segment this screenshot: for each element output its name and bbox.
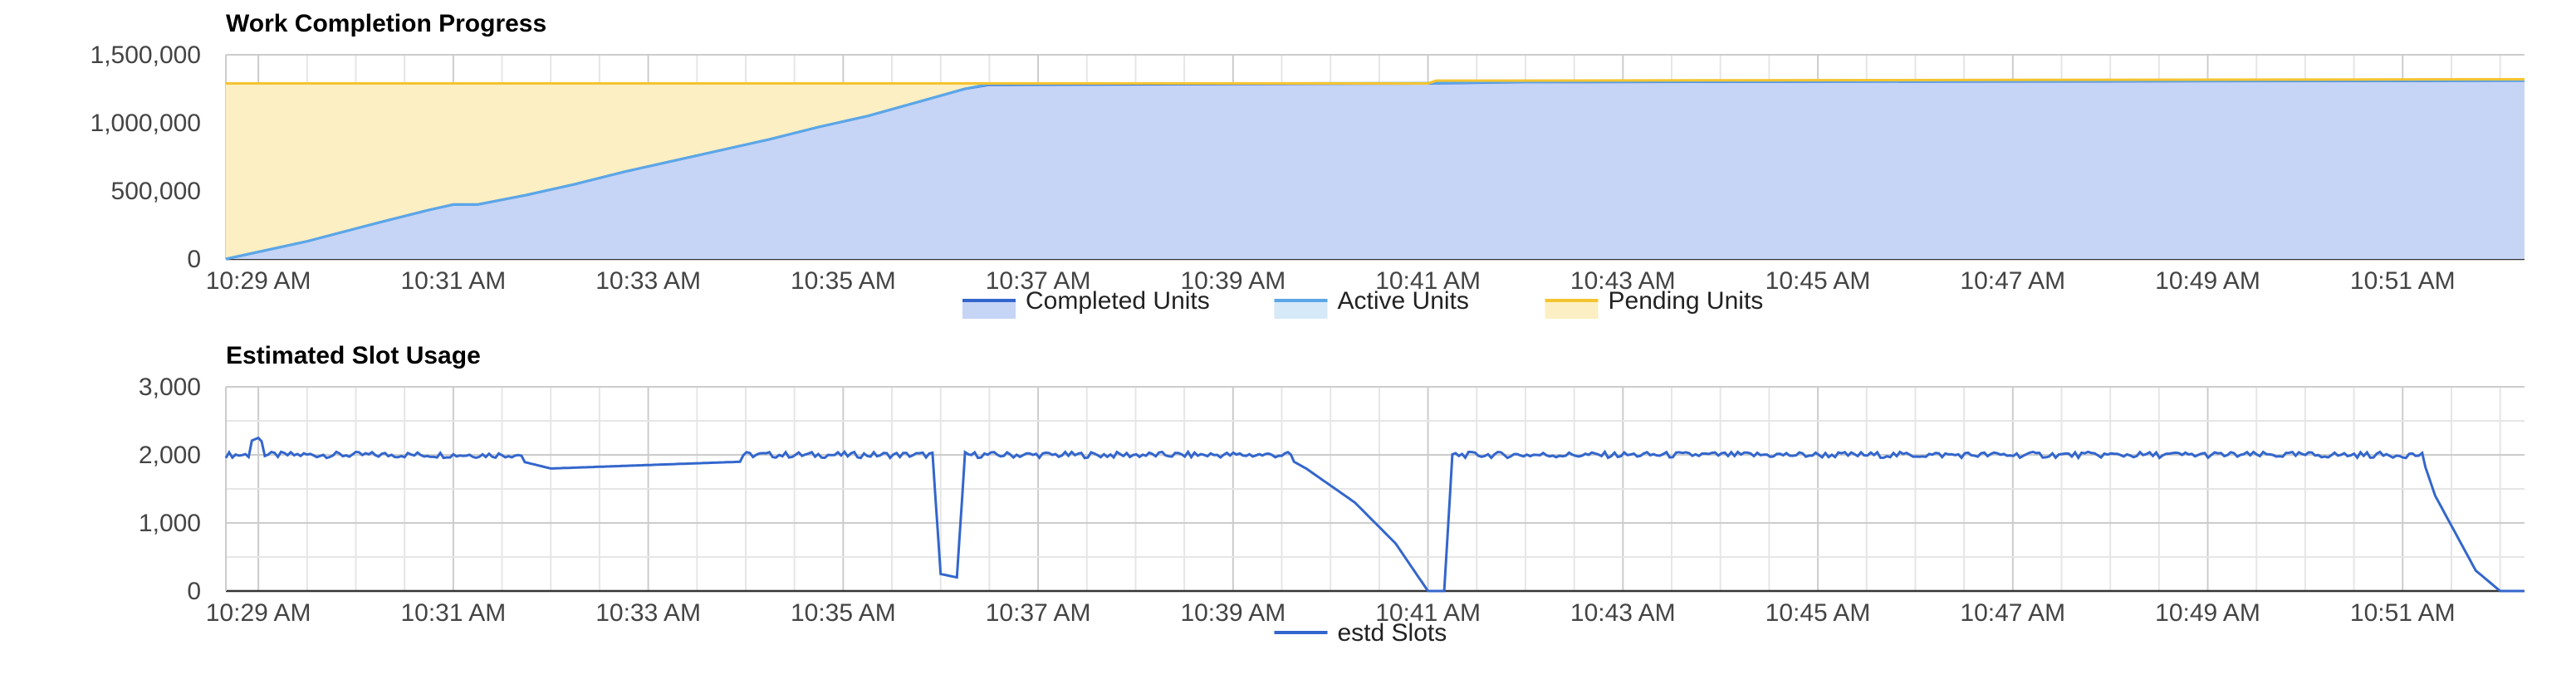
y-tick-label: 2,000 (139, 442, 201, 469)
line-series (224, 436, 2525, 593)
legend: estd Slots (1274, 619, 1447, 647)
chart-estimated-slot-usage: Estimated Slot Usage 0 1,000 2,000 3,000 10… (139, 342, 2525, 647)
x-tick-label: 10:49 AM (2155, 267, 2260, 295)
legend-label: Pending Units (1609, 287, 1764, 315)
chart-work-completion: Work Completion Progress 0 500,000 1,000,0… (91, 10, 2525, 319)
x-axis-ticks: 10:29 AM 10:31 AM 10:33 AM 10:35 AM 10:37 AM… (206, 599, 2456, 627)
y-axis-ticks: 0 500,000 1,000,000 1,500,000 (91, 42, 201, 273)
x-tick-label: 10:35 AM (791, 599, 896, 627)
legend: Completed Units Active Units Pending Units (962, 287, 1763, 319)
legend-label: Completed Units (1026, 287, 1210, 315)
y-tick-label: 1,000,000 (91, 110, 201, 137)
x-tick-label: 10:29 AM (206, 267, 311, 295)
y-tick-label: 3,000 (139, 374, 201, 401)
x-tick-label: 10:51 AM (2350, 599, 2456, 627)
x-tick-label: 10:49 AM (2155, 599, 2260, 627)
x-tick-label: 10:37 AM (986, 599, 1091, 627)
x-tick-label: 10:41 AM (1375, 267, 1481, 295)
legend-swatch (1545, 300, 1599, 319)
x-tick-label: 10:47 AM (1960, 599, 2065, 627)
x-tick-label: 10:47 AM (1960, 267, 2065, 295)
x-tick-label: 10:51 AM (2350, 267, 2456, 295)
y-tick-label: 0 (187, 246, 201, 273)
x-tick-label: 10:45 AM (1765, 599, 1871, 627)
legend-item-active-units[interactable]: Active Units (1274, 287, 1469, 319)
grid-lines (225, 386, 2525, 593)
legend-swatch (962, 300, 1016, 319)
area-completed-units (226, 81, 2525, 259)
x-tick-label: 10:41 AM (1375, 599, 1481, 627)
line-pending-units (226, 78, 2525, 85)
chart-title: Work Completion Progress (226, 10, 546, 37)
x-tick-label: 10:43 AM (1570, 599, 1676, 627)
y-tick-label: 0 (187, 578, 201, 605)
x-tick-label: 10:33 AM (595, 267, 701, 295)
x-tick-label: 10:35 AM (791, 267, 896, 295)
line-active-units (225, 79, 2525, 261)
x-tick-label: 10:45 AM (1765, 267, 1871, 295)
line-estd-slots (224, 436, 2525, 593)
x-tick-label: 10:31 AM (400, 599, 506, 627)
x-tick-label: 10:39 AM (1180, 599, 1286, 627)
x-tick-label: 10:29 AM (206, 599, 311, 627)
x-tick-label: 10:31 AM (400, 267, 506, 295)
line-series (225, 78, 2525, 261)
x-axis-ticks: 10:29 AM 10:31 AM 10:33 AM 10:35 AM 10:37 AM… (206, 267, 2456, 295)
x-tick-label: 10:39 AM (1180, 267, 1286, 295)
chart-title: Estimated Slot Usage (226, 342, 481, 369)
area-series (226, 79, 2525, 260)
x-tick-label: 10:43 AM (1570, 267, 1676, 295)
legend-label: Active Units (1338, 287, 1469, 315)
y-tick-label: 1,000 (139, 510, 201, 537)
x-tick-label: 10:37 AM (986, 267, 1091, 295)
y-tick-label: 1,500,000 (91, 42, 201, 69)
legend-label: estd Slots (1338, 619, 1447, 647)
legend-swatch (1274, 300, 1328, 319)
legend-item-pending-units[interactable]: Pending Units (1545, 287, 1764, 319)
y-tick-label: 500,000 (111, 178, 201, 205)
legend-item-completed-units[interactable]: Completed Units (962, 287, 1210, 319)
x-tick-label: 10:33 AM (595, 599, 701, 627)
y-axis-ticks: 0 1,000 2,000 3,000 (139, 374, 201, 605)
legend-item-estd-slots[interactable]: estd Slots (1274, 619, 1447, 647)
